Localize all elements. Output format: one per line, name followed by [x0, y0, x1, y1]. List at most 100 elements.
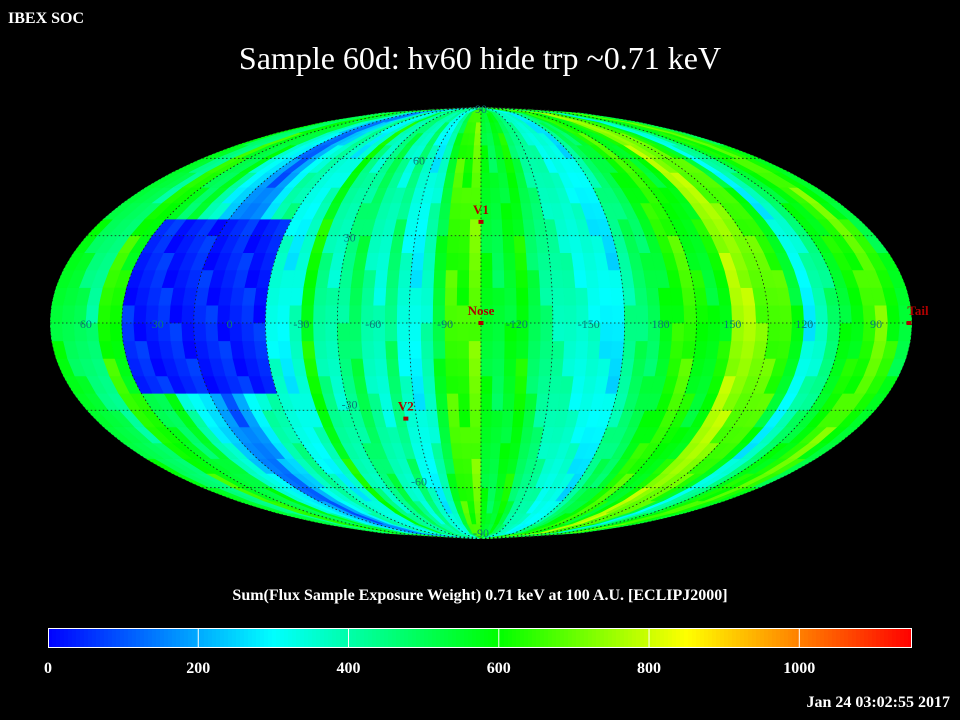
flux-cell — [468, 322, 482, 342]
flux-cell — [409, 287, 423, 306]
colorbar-tick-label: 200 — [186, 660, 211, 677]
colorbar-segment — [620, 628, 625, 648]
flux-cell — [492, 322, 506, 342]
colorbar-border — [48, 628, 912, 648]
flux-cell — [452, 172, 465, 188]
flux-cell — [468, 358, 482, 377]
flux-cell — [491, 235, 504, 253]
flux-cell — [767, 304, 781, 324]
colorbar-segment — [540, 628, 545, 648]
colorbar-segment — [476, 628, 481, 648]
flux-cell — [538, 358, 553, 377]
flux-cell — [325, 304, 339, 324]
colorbar-segment — [596, 628, 601, 648]
flux-cell — [503, 252, 517, 271]
flux-cell — [289, 287, 305, 306]
flux-cell — [814, 304, 829, 324]
colorbar-segment — [424, 628, 429, 648]
colorbar-segment — [268, 628, 273, 648]
flux-cell — [537, 375, 551, 394]
flux-cell — [432, 287, 446, 306]
longitude-label: 150 — [723, 317, 741, 331]
flux-cell — [350, 269, 366, 288]
colorbar-segment — [172, 628, 177, 648]
flux-cell — [50, 322, 64, 342]
flux-cell — [193, 304, 207, 324]
flux-cell — [181, 322, 195, 342]
colorbar-segment — [552, 628, 557, 648]
flux-cell — [470, 187, 482, 204]
marker-dot — [403, 416, 409, 421]
flux-cell — [524, 235, 538, 253]
flux-cell — [527, 358, 541, 377]
colorbar-segment — [148, 628, 153, 648]
colorbar-segment — [256, 628, 261, 648]
flux-cell — [575, 340, 589, 359]
flux-cell — [374, 269, 389, 288]
flux-cell — [422, 375, 437, 394]
colorbar-segment — [56, 628, 61, 648]
colorbar-segment — [376, 628, 381, 648]
flux-cell — [181, 304, 195, 324]
colorbar-segment — [384, 628, 389, 648]
colorbar-segment — [832, 628, 837, 648]
meridian-line — [480, 107, 841, 539]
colorbar-segment — [428, 628, 433, 648]
longitude-label: 0 — [227, 317, 233, 331]
flux-cell — [683, 322, 697, 342]
colorbar-segment — [280, 628, 285, 648]
flux-cells — [50, 107, 912, 539]
colorbar-segment — [348, 628, 353, 648]
flux-cell — [424, 235, 438, 253]
flux-cell — [850, 304, 865, 324]
flux-cell — [826, 322, 841, 342]
flux-cell — [277, 322, 291, 342]
timestamp: Jan 24 03:02:55 2017 — [806, 694, 950, 711]
flux-cell — [778, 322, 793, 342]
flux-cell — [468, 269, 482, 288]
longitude-label: -90 — [437, 317, 453, 331]
flux-cell — [436, 409, 450, 428]
flux-cell — [50, 304, 64, 324]
flux-cell — [469, 392, 482, 411]
flux-cell — [474, 121, 482, 134]
colorbar-segment — [524, 628, 529, 648]
colorbar-segment — [184, 628, 189, 648]
flux-cell — [97, 304, 112, 324]
flux-cell — [438, 426, 452, 444]
flux-cell — [265, 304, 279, 324]
flux-cell — [460, 442, 473, 459]
marker-dot — [478, 219, 484, 224]
flux-cell — [337, 287, 352, 306]
colorbar-segment — [756, 628, 761, 648]
colorbar-segment — [672, 628, 677, 648]
flux-cell — [551, 340, 565, 359]
colorbar-segment — [616, 628, 621, 648]
flux-cell — [491, 218, 504, 236]
colorbar-segment — [628, 628, 633, 648]
colorbar-segment — [128, 628, 133, 648]
flux-cell — [205, 304, 219, 324]
flux-cell — [468, 340, 482, 359]
colorbar-segment — [564, 628, 569, 648]
colorbar-segment — [116, 628, 121, 648]
colorbar-segment — [236, 628, 241, 648]
direction-markers: V1 Nose V2 Tail — [398, 202, 929, 421]
meridian-line — [480, 107, 626, 539]
colorbar-segment — [580, 628, 585, 648]
colorbar-segment — [272, 628, 277, 648]
flux-cell — [469, 235, 482, 253]
flux-cell — [492, 304, 506, 324]
flux-cell — [838, 322, 853, 342]
flux-cell — [552, 322, 566, 342]
flux-cell — [462, 458, 473, 474]
flux-cell — [525, 252, 540, 271]
latitude-label: 30 — [344, 231, 356, 245]
flux-cell — [362, 269, 377, 288]
colorbar-tick-labels: 0 200 400 600 800 1000 — [0, 660, 960, 680]
flux-cell — [420, 287, 435, 306]
flux-cell — [623, 304, 637, 324]
colorbar-segment — [868, 628, 873, 648]
colorbar-segment — [192, 628, 197, 648]
colorbar-segment — [576, 628, 581, 648]
